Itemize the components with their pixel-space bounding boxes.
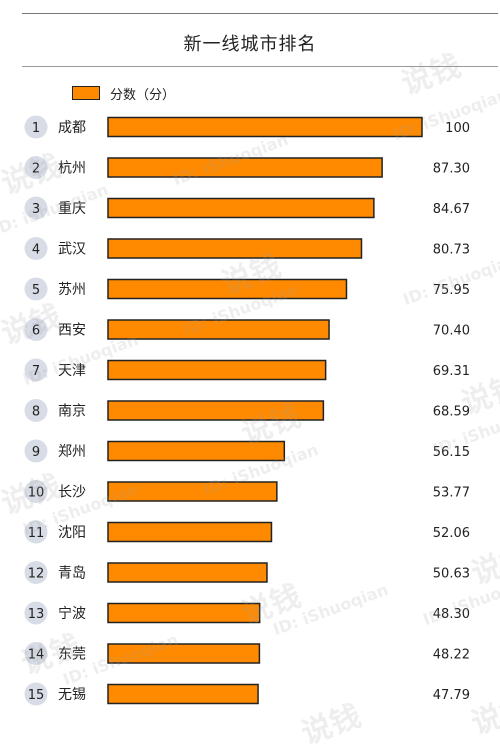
bar (107, 440, 286, 462)
category-label: 西安 (58, 323, 86, 339)
value-label: 53.77 (433, 486, 470, 501)
bar (107, 521, 273, 543)
rank-badge (24, 237, 48, 260)
value-label: 70.40 (433, 324, 470, 339)
rank-badge (24, 561, 48, 584)
category-label: 东莞 (58, 647, 86, 663)
category-label: 武汉 (58, 242, 86, 258)
rank-number: 4 (32, 243, 40, 258)
category-label: 南京 (58, 404, 86, 420)
rank-number: 6 (32, 324, 40, 339)
bar (107, 238, 363, 259)
bar-row: 13 宁波 48.30 (24, 601, 470, 625)
bar-row: 10 长沙 53.77 (24, 480, 470, 503)
value-label: 75.95 (433, 283, 470, 298)
value-label: 80.73 (433, 243, 470, 258)
bar (107, 116, 423, 138)
bar-row: 9 郑州 56.15 (24, 439, 470, 463)
rank-number: 12 (28, 567, 45, 582)
legend-swatch (72, 86, 100, 100)
rank-number: 8 (32, 405, 40, 420)
bar (107, 602, 261, 624)
rank-number: 1 (32, 121, 40, 136)
legend-label: 分数（分） (110, 87, 176, 103)
bar-row: 11 沈阳 52.06 (24, 520, 470, 544)
rank-badge (24, 480, 48, 503)
value-label: 52.06 (433, 526, 470, 541)
bar (107, 197, 375, 219)
rank-badge (24, 156, 48, 179)
value-label: 87.30 (433, 162, 470, 177)
bar-row: 6 西安 70.40 (24, 318, 470, 341)
bar-row: 5 苏州 75.95 (24, 277, 470, 301)
rank-badge (24, 196, 48, 220)
category-label: 无锡 (58, 687, 86, 703)
rank-badge (24, 439, 48, 463)
rank-badge (24, 318, 48, 341)
bar-row: 15 无锡 47.79 (24, 682, 470, 706)
rank-badge (24, 520, 48, 544)
bar (107, 359, 327, 381)
rank-number: 13 (28, 607, 45, 622)
value-label: 84.67 (433, 202, 470, 217)
value-label: 50.63 (433, 567, 470, 582)
bar-row: 8 南京 68.59 (24, 399, 470, 422)
category-label: 成都 (58, 120, 86, 136)
rank-badge (24, 682, 48, 706)
bar-row: 1 成都 100 (24, 115, 470, 139)
chart-title: 新一线城市排名 (183, 34, 317, 55)
category-label: 天津 (58, 363, 86, 379)
category-label: 杭州 (58, 161, 86, 177)
rank-number: 10 (28, 486, 45, 501)
title-rule (22, 66, 498, 67)
rank-badge (24, 115, 48, 139)
bar (107, 278, 348, 300)
value-label: 47.79 (433, 688, 470, 703)
bar-row: 3 重庆 84.67 (24, 196, 470, 220)
bar (107, 683, 259, 705)
bar (107, 319, 330, 340)
category-label: 青岛 (58, 566, 86, 582)
rank-number: 9 (32, 445, 40, 460)
rank-number: 2 (32, 162, 40, 177)
chart-page: 新一线城市排名 分数（分） 1 成都 100 2 杭州 87.30 3 重庆 84.67 4 武汉 8… (0, 13, 500, 752)
category-label: 郑州 (58, 444, 86, 460)
category-label: 宁波 (58, 605, 86, 622)
bar-chart: 1 成都 100 2 杭州 87.30 3 重庆 84.67 4 武汉 80.73 5 苏州 75.95 6 西… (24, 115, 470, 706)
value-label: 69.31 (433, 364, 470, 379)
rank-badge (24, 601, 48, 625)
value-label: 68.59 (433, 405, 470, 420)
bar (107, 643, 261, 664)
legend: 分数（分） (72, 82, 175, 104)
bar (107, 481, 278, 502)
value-label: 100 (445, 121, 470, 136)
rank-badge (24, 358, 48, 382)
bar-row: 2 杭州 87.30 (24, 156, 470, 179)
value-label: 48.22 (433, 648, 470, 663)
category-label: 沈阳 (58, 525, 86, 541)
value-label: 48.30 (433, 607, 470, 622)
rank-number: 11 (28, 526, 45, 541)
category-label: 长沙 (58, 485, 86, 501)
category-label: 苏州 (58, 282, 86, 298)
rank-number: 7 (32, 364, 40, 379)
bar-row: 7 天津 69.31 (24, 358, 470, 382)
bar-row: 12 青岛 50.63 (24, 561, 470, 584)
bar-row: 14 东莞 48.22 (24, 642, 470, 665)
rank-number: 14 (28, 648, 45, 663)
bar (107, 562, 268, 583)
rank-number: 15 (28, 688, 45, 703)
value-label: 56.15 (433, 445, 470, 460)
bar (107, 157, 383, 178)
rank-badge (24, 642, 48, 665)
top-rule (22, 13, 498, 14)
rank-number: 3 (32, 202, 40, 217)
bar (107, 400, 325, 421)
rank-badge (24, 277, 48, 301)
rank-number: 5 (32, 283, 40, 298)
rank-badge (24, 399, 48, 422)
category-label: 重庆 (58, 201, 86, 217)
bar-row: 4 武汉 80.73 (24, 237, 470, 260)
